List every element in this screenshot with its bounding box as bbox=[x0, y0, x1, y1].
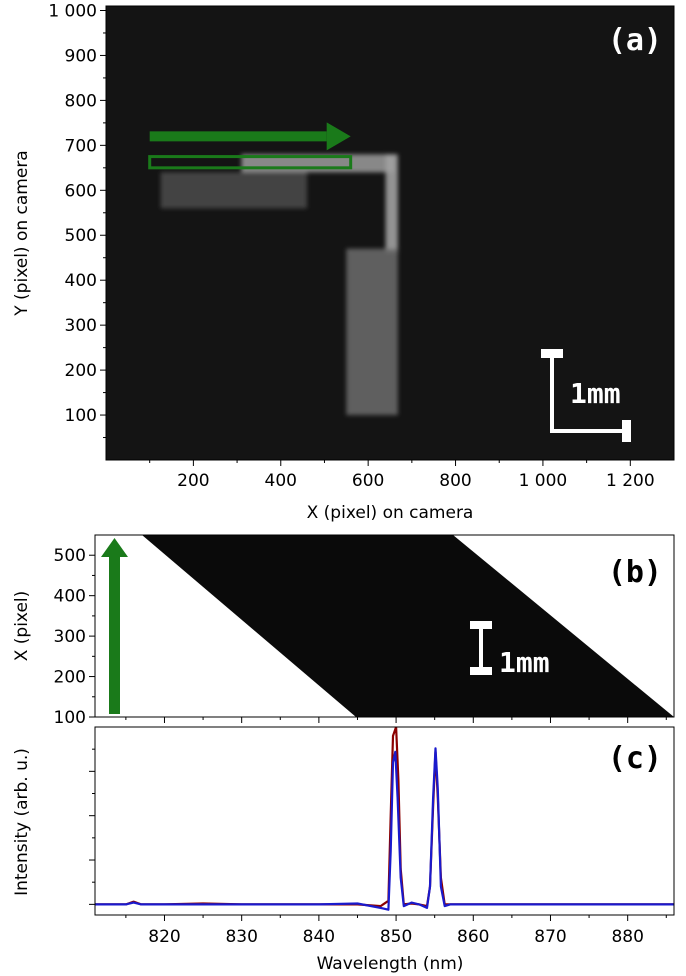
panel-b-x-ticks bbox=[125, 717, 667, 723]
panel-b-scale-text: 1mm bbox=[499, 646, 550, 679]
panel-b: 100 200 300 400 500 X (pixel) (b) 1mm bbox=[12, 534, 675, 728]
panel-c-x-tick-label: 820 bbox=[148, 927, 180, 947]
panel-a-y-tick-label: 100 bbox=[65, 406, 97, 426]
panel-c-y-axis-label: Intensity (arb. u.) bbox=[12, 748, 32, 896]
panel-a-x-ticks: 200 400 600 800 1 000 1 200 bbox=[149, 460, 655, 491]
panel-a-arrow-head bbox=[326, 122, 351, 151]
panel-a-x-tick-label: 400 bbox=[265, 471, 297, 491]
panel-c-x-tick-label: 870 bbox=[534, 927, 566, 947]
panel-c-x-ticks: 820 830 840 850 860 870 880 bbox=[125, 915, 667, 947]
panel-b-y-tick-label: 200 bbox=[54, 668, 86, 688]
panel-c-tag: (c) bbox=[608, 741, 662, 776]
panel-c: 820 830 840 850 860 870 880 Wavelength (nm) In… bbox=[12, 726, 675, 974]
panel-a-y-tick-label: 900 bbox=[65, 46, 97, 66]
panel-a-tag: (a) bbox=[608, 23, 662, 58]
panel-c-x-tick-label: 850 bbox=[380, 927, 412, 947]
panel-a-x-tick-label: 600 bbox=[352, 471, 384, 491]
panel-a-frame bbox=[105, 5, 675, 461]
panel-c-x-tick-label: 840 bbox=[303, 927, 335, 947]
panel-a-y-tick-label: 300 bbox=[65, 316, 97, 336]
panel-a-y-tick-label: 600 bbox=[65, 181, 97, 201]
panel-a-scale-text: 1mm bbox=[570, 377, 621, 410]
panel-b-scale-bar: 1mm bbox=[470, 621, 550, 679]
panel-c-series bbox=[95, 727, 674, 911]
panel-b-y-tick-label: 300 bbox=[54, 627, 86, 647]
panel-a-y-axis-label: Y (pixel) on camera bbox=[12, 150, 32, 316]
panel-a-bright-region-2 bbox=[385, 154, 398, 254]
panel-a-y-tick-label: 200 bbox=[65, 361, 97, 381]
panel-c-x-tick-label: 860 bbox=[457, 927, 489, 947]
panel-a-x-tick-label: 1 000 bbox=[519, 471, 568, 491]
panel-c-background bbox=[95, 727, 674, 915]
panel-a-x-axis-label: X (pixel) on camera bbox=[307, 503, 474, 523]
panel-a-bright-regions bbox=[160, 154, 398, 416]
panel-a-x-tick-label: 200 bbox=[177, 471, 209, 491]
panel-a-green-box bbox=[148, 155, 353, 170]
panel-a-y-tick-label: 700 bbox=[65, 136, 97, 156]
panel-b-y-tick-label: 400 bbox=[54, 587, 86, 607]
panel-a-y-tick-label: 500 bbox=[65, 226, 97, 246]
panel-a-scale-bar: 1mm bbox=[541, 349, 631, 442]
panel-a-y-tick-label: 800 bbox=[65, 91, 97, 111]
panel-c-x-axis-label: Wavelength (nm) bbox=[317, 954, 464, 974]
panel-b-tag: (b) bbox=[608, 555, 662, 590]
panel-b-y-tick-label: 500 bbox=[54, 546, 86, 566]
panel-c-x-tick-label: 830 bbox=[225, 927, 257, 947]
panel-a-y-tick-label: 400 bbox=[65, 271, 97, 291]
panel-b-frame bbox=[94, 534, 675, 718]
panel-b-green-arrow bbox=[101, 538, 128, 714]
panel-a: 200 400 600 800 1 000 1 200 100 200 300 400 500 60… bbox=[12, 1, 675, 523]
panel-b-y-tick-label: 100 bbox=[54, 708, 86, 728]
panel-c-frame bbox=[94, 726, 675, 916]
panel-c-series-line-1 bbox=[95, 747, 674, 911]
panel-a-y-tick-label: 1 000 bbox=[48, 1, 97, 21]
panel-a-bright-region-0 bbox=[160, 172, 307, 209]
panel-b-bright-lines bbox=[394, 535, 437, 707]
panel-c-y-ticks bbox=[89, 748, 95, 905]
panel-a-arrow-shaft bbox=[149, 131, 327, 142]
panel-a-green-arrow bbox=[149, 122, 351, 151]
panel-a-bright-region-3 bbox=[346, 248, 398, 416]
panel-a-x-tick-label: 800 bbox=[439, 471, 471, 491]
panel-a-x-tick-label: 1 200 bbox=[606, 471, 655, 491]
panel-b-y-axis-label: X (pixel) bbox=[12, 591, 32, 662]
panel-c-x-tick-label: 880 bbox=[611, 927, 643, 947]
panel-b-y-ticks: 100 200 300 400 500 bbox=[54, 546, 95, 728]
panel-b-dark-band bbox=[142, 535, 674, 717]
panel-a-y-ticks: 100 200 300 400 500 600 700 800 900 1 000 bbox=[48, 1, 106, 439]
